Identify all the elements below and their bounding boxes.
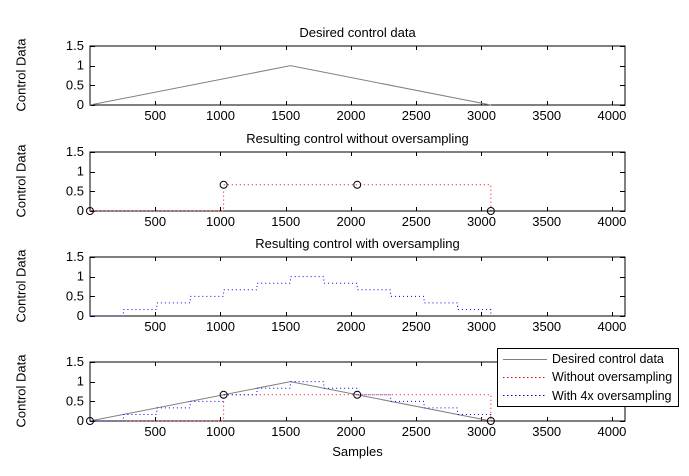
legend-line-sample xyxy=(503,376,547,378)
x-tick-label: 2500 xyxy=(402,424,431,439)
x-tick-label: 500 xyxy=(144,424,166,439)
x-tick-label: 4000 xyxy=(597,424,626,439)
sample-marker xyxy=(486,207,495,215)
series-desired-control-data xyxy=(89,65,491,106)
y-tick-label: 0.5 xyxy=(66,77,84,92)
x-tick-label: 3500 xyxy=(532,108,561,123)
y-tick-label: 1 xyxy=(77,58,84,73)
x-tick-label: 2000 xyxy=(337,424,366,439)
subplot-4-ylabel: Control Data xyxy=(13,354,29,428)
sample-marker xyxy=(86,417,94,425)
subplot-1: 500 1000 1500 2000 2500 3000 3500 4000 0 0.5 1 1.5 xyxy=(66,38,626,123)
subplot-4: 500 1000 1500 2000 2500 3000 3500 4000 0 0.5 1 1.5 xyxy=(66,354,626,439)
x-tick-label: 1500 xyxy=(271,108,300,123)
series-without-oversampling xyxy=(90,184,492,212)
x-tick-label: 2500 xyxy=(402,319,431,334)
legend-label: With 4x oversampling xyxy=(552,388,672,403)
legend-line-sample xyxy=(503,358,547,360)
x-tick-label: 4000 xyxy=(597,319,626,334)
x-tick-label: 3000 xyxy=(467,319,496,334)
series-with-4x-oversampling xyxy=(90,276,492,317)
legend-item-without-oversampling: Without oversampling xyxy=(502,368,674,386)
x-tick-label: 4000 xyxy=(597,108,626,123)
x-tick-label: 2000 xyxy=(337,108,366,123)
y-tick-label: 1.5 xyxy=(66,38,84,53)
x-axis-label: Samples xyxy=(332,444,383,459)
sample-marker xyxy=(86,207,94,215)
x-tick-label: 3500 xyxy=(532,214,561,229)
x-tick-label: 4000 xyxy=(597,214,626,229)
x-tick-label: 1500 xyxy=(271,424,300,439)
y-tick-label: 0.5 xyxy=(66,183,84,198)
x-tick-label: 2500 xyxy=(402,108,431,123)
y-tick-label: 0 xyxy=(77,308,84,323)
x-tick-label: 500 xyxy=(144,214,166,229)
subplot-1-ylabel: Control Data xyxy=(13,38,29,112)
x-tick-label: 3000 xyxy=(467,108,496,123)
subplot-3-ylabel: Control Data xyxy=(13,249,29,323)
y-tick-label: 0.5 xyxy=(66,393,84,408)
x-tick-label: 2000 xyxy=(337,319,366,334)
x-tick-label: 1500 xyxy=(271,319,300,334)
subplot-2: 500 1000 1500 2000 2500 3000 3500 4000 0 0.5 1 1.5 xyxy=(66,144,626,229)
legend-item-desired-control-data: Desired control data xyxy=(502,350,674,368)
x-tick-label: 2000 xyxy=(337,214,366,229)
subplot-3: 500 1000 1500 2000 2500 3000 3500 4000 0 0.5 1 1.5 xyxy=(66,249,626,334)
subplot-2-title: Resulting control without oversampling xyxy=(246,131,469,146)
y-tick-label: 1 xyxy=(77,374,84,389)
y-tick-label: 0.5 xyxy=(66,288,84,303)
legend-line-sample xyxy=(503,395,547,397)
x-tick-label: 500 xyxy=(144,108,166,123)
y-tick-label: 1 xyxy=(77,164,84,179)
x-tick-label: 500 xyxy=(144,319,166,334)
sample-marker xyxy=(219,180,228,189)
x-tick-label: 3000 xyxy=(467,424,496,439)
subplot-2-axes-box xyxy=(89,151,626,212)
legend-label: Without oversampling xyxy=(552,370,673,385)
x-tick-label: 2500 xyxy=(402,214,431,229)
x-tick-label: 1000 xyxy=(206,424,235,439)
subplot-1-axes-box xyxy=(89,45,626,106)
series-desired-control-data xyxy=(89,381,491,422)
legend-label: Desired control data xyxy=(552,352,664,367)
y-tick-label: 1 xyxy=(77,269,84,284)
y-tick-label: 0 xyxy=(77,203,84,218)
legend: Desired control data Without oversampling… xyxy=(497,348,679,407)
series-with-4x-oversampling xyxy=(90,381,492,422)
y-tick-label: 1.5 xyxy=(66,144,84,159)
y-tick-label: 1.5 xyxy=(66,354,84,369)
x-tick-label: 3000 xyxy=(467,214,496,229)
x-tick-label: 1000 xyxy=(206,108,235,123)
series-without-oversampling xyxy=(90,394,492,422)
y-tick-label: 1.5 xyxy=(66,249,84,264)
legend-item-with-4x-oversampling: With 4x oversampling xyxy=(502,387,674,405)
subplot-1-title: Desired control data xyxy=(299,25,416,40)
x-tick-label: 1000 xyxy=(206,214,235,229)
x-tick-label: 3500 xyxy=(532,424,561,439)
y-tick-label: 0 xyxy=(77,413,84,428)
sample-marker xyxy=(353,180,362,189)
x-tick-label: 3500 xyxy=(532,319,561,334)
subplot-2-ylabel: Control Data xyxy=(13,144,29,218)
subplot-3-axes-box xyxy=(89,256,626,317)
subplot-3-title: Resulting control with oversampling xyxy=(255,236,460,251)
x-tick-label: 1000 xyxy=(206,319,235,334)
y-tick-label: 0 xyxy=(77,97,84,112)
x-tick-label: 1500 xyxy=(271,214,300,229)
